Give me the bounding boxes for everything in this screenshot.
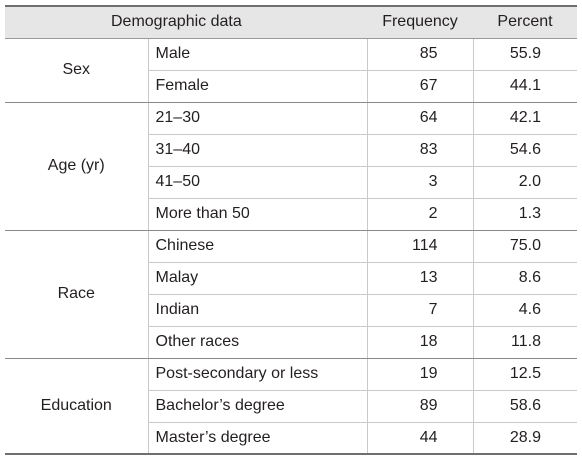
row-percent: 8.6 — [473, 262, 577, 295]
row-category: Female — [148, 70, 368, 103]
demographic-table: Demographic data Frequency Percent Sex M… — [5, 5, 577, 455]
table-row: Indian 7 4.6 — [5, 294, 577, 327]
row-category: Other races — [148, 326, 368, 359]
table-row: Bachelor’s degree 89 58.6 — [5, 390, 577, 423]
table-row: 31–40 83 54.6 — [5, 134, 577, 167]
group-label-education: Education — [5, 358, 149, 455]
row-frequency: 13 — [367, 262, 474, 295]
table-row: Other races 18 11.8 — [5, 326, 577, 359]
row-percent: 75.0 — [473, 230, 577, 263]
header-percent: Percent — [473, 5, 577, 39]
row-frequency: 44 — [367, 422, 474, 455]
table-row: Master’s degree 44 28.9 — [5, 422, 577, 455]
row-percent: 54.6 — [473, 134, 577, 167]
row-category: Master’s degree — [148, 422, 368, 455]
row-frequency: 67 — [367, 70, 474, 103]
row-category: 31–40 — [148, 134, 368, 167]
row-frequency: 18 — [367, 326, 474, 359]
row-category: More than 50 — [148, 198, 368, 231]
table-row: More than 50 2 1.3 — [5, 198, 577, 231]
row-category: Chinese — [148, 230, 368, 263]
table-row: Malay 13 8.6 — [5, 262, 577, 295]
row-percent: 2.0 — [473, 166, 577, 199]
table-row: 41–50 3 2.0 — [5, 166, 577, 199]
table-row: Education Post-secondary or less 19 12.5 — [5, 358, 577, 455]
row-percent: 58.6 — [473, 390, 577, 423]
header-frequency: Frequency — [367, 5, 473, 39]
header-demographic: Demographic data — [5, 5, 367, 39]
row-category: 21–30 — [148, 102, 368, 135]
row-category: Malay — [148, 262, 368, 295]
row-percent: 4.6 — [473, 294, 577, 327]
table-row: Race Chinese 114 75.0 — [5, 230, 577, 359]
row-frequency: 85 — [367, 38, 474, 71]
row-frequency: 3 — [367, 166, 474, 199]
row-percent: 1.3 — [473, 198, 577, 231]
table-row: Age (yr) 21–30 64 42.1 — [5, 102, 577, 231]
row-frequency: 83 — [367, 134, 474, 167]
table-row: Sex Male 85 55.9 — [5, 38, 577, 103]
row-frequency: 2 — [367, 198, 474, 231]
group-label-age: Age (yr) — [5, 102, 149, 231]
row-percent: 44.1 — [473, 70, 577, 103]
header-row: Demographic data Frequency Percent — [5, 5, 577, 39]
row-frequency: 64 — [367, 102, 474, 135]
row-percent: 11.8 — [473, 326, 577, 359]
row-frequency: 89 — [367, 390, 474, 423]
row-percent: 55.9 — [473, 38, 577, 71]
row-category: Indian — [148, 294, 368, 327]
group-label-sex: Sex — [5, 38, 149, 103]
group-label-race: Race — [5, 230, 149, 359]
table-row: Female 67 44.1 — [5, 70, 577, 103]
row-percent: 42.1 — [473, 102, 577, 135]
row-category: Male — [148, 38, 368, 71]
row-frequency: 114 — [367, 230, 474, 263]
row-category: Post-secondary or less — [148, 358, 368, 391]
row-frequency: 19 — [367, 358, 474, 391]
row-category: 41–50 — [148, 166, 368, 199]
row-percent: 12.5 — [473, 358, 577, 391]
row-percent: 28.9 — [473, 422, 577, 455]
row-category: Bachelor’s degree — [148, 390, 368, 423]
row-frequency: 7 — [367, 294, 474, 327]
